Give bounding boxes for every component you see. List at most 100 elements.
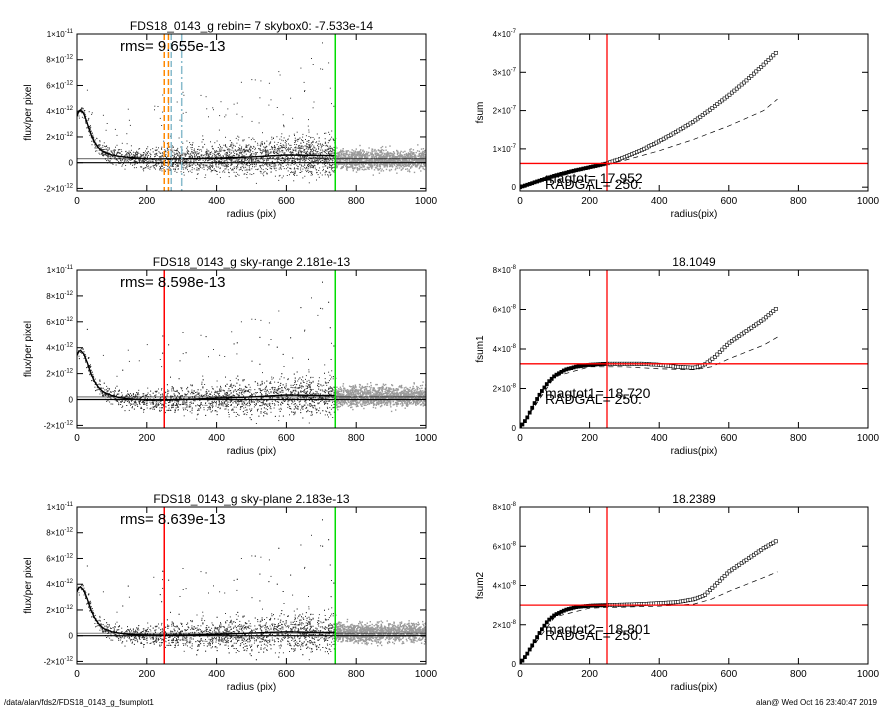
scatter-point-outer — [407, 153, 410, 155]
scatter-point-outer — [401, 160, 404, 162]
scatter-point-outer — [387, 151, 389, 153]
scatter-point — [183, 94, 185, 96]
scatter-point — [235, 161, 237, 163]
scatter-point — [297, 158, 299, 160]
scatter-point-outer — [402, 158, 404, 161]
scatter-point-outer — [385, 153, 388, 155]
scatter-point-outer — [339, 162, 341, 165]
scatter-point — [268, 152, 270, 154]
scatter-point — [196, 178, 198, 180]
scatter-point-outer — [414, 164, 417, 167]
scatter-point — [246, 164, 248, 166]
scatter-point — [235, 160, 237, 162]
scatter-point — [329, 145, 331, 147]
scatter-point — [246, 163, 247, 165]
scatter-point — [273, 147, 275, 149]
rms-annotation: rms= 9.655e-13 — [120, 38, 225, 55]
y-tick-mantissa: -2×10 — [44, 184, 65, 193]
scatter-point-outer — [352, 152, 355, 154]
scatter-point-outer — [340, 152, 343, 154]
x-tick-label: 1000 — [415, 196, 438, 207]
scatter-point — [240, 163, 242, 165]
scatter-point — [243, 167, 245, 169]
scatter-point-outer — [408, 165, 410, 167]
scatter-point — [265, 148, 266, 150]
scatter-point — [277, 157, 279, 159]
scatter-point — [283, 153, 285, 155]
scatter-point — [198, 146, 200, 147]
scatter-point — [300, 151, 302, 153]
scatter-point-outer — [367, 162, 369, 164]
scatter-point — [181, 160, 183, 162]
scatter-point — [210, 141, 211, 143]
scatter-point — [326, 171, 328, 173]
scatter-point — [211, 166, 213, 167]
scatter-point — [206, 154, 208, 156]
scatter-point — [208, 155, 210, 157]
scatter-point — [264, 143, 266, 145]
scatter-point — [247, 165, 249, 167]
scatter-point — [164, 155, 166, 157]
scatter-point — [291, 160, 293, 162]
scatter-point — [294, 158, 296, 160]
scatter-point — [290, 152, 292, 154]
curve-marker — [759, 65, 764, 69]
scatter-point-outer — [347, 154, 350, 156]
scatter-point — [130, 157, 132, 159]
scatter-point — [125, 158, 127, 160]
scatter-point-outer — [395, 158, 397, 160]
scatter-point — [150, 149, 152, 151]
scatter-point — [294, 144, 296, 145]
scatter-point — [145, 153, 147, 155]
scatter-point-outer — [337, 163, 340, 166]
scatter-point-outer — [377, 168, 379, 170]
scatter-point — [296, 131, 298, 133]
scatter-point-outer — [420, 159, 422, 161]
scatter-point — [265, 147, 267, 149]
scatter-point — [154, 156, 155, 158]
scatter-point — [174, 160, 176, 162]
scatter-point — [243, 155, 245, 157]
scatter-point — [104, 146, 106, 148]
scatter-point — [215, 154, 217, 156]
scatter-point — [221, 147, 223, 149]
scatter-point-outer — [335, 152, 337, 154]
scatter-point — [328, 174, 330, 176]
scatter-point — [129, 159, 131, 161]
scatter-point-outer — [352, 168, 355, 170]
scatter-point-outer — [408, 169, 410, 171]
scatter-point — [320, 68, 322, 70]
scatter-point — [233, 160, 235, 162]
scatter-point — [255, 165, 257, 167]
scatter-point-outer — [422, 160, 424, 163]
scatter-point-outer — [340, 157, 342, 159]
scatter-point — [227, 155, 228, 157]
scatter-point — [131, 153, 133, 155]
scatter-point — [239, 153, 241, 155]
scatter-point — [303, 142, 305, 143]
scatter-point — [302, 140, 303, 141]
scatter-point-outer — [370, 164, 372, 167]
scatter-point — [247, 145, 249, 147]
scatter-point — [294, 156, 295, 158]
scatter-point — [309, 152, 311, 154]
scatter-point — [196, 156, 198, 158]
scatter-point-outer — [337, 151, 339, 154]
scatter-point — [262, 149, 264, 151]
scatter-point — [262, 156, 264, 158]
scatter-point — [190, 165, 192, 167]
scatter-point — [178, 155, 180, 157]
scatter-point-outer — [367, 166, 369, 169]
scatter-point — [264, 164, 266, 166]
scatter-point — [166, 147, 168, 149]
scatter-point — [132, 151, 134, 153]
scatter-point-outer — [409, 162, 412, 165]
scatter-point-outer — [369, 154, 371, 157]
scatter-point — [266, 163, 268, 165]
scatter-point-outer — [399, 167, 401, 169]
scatter-point-outer — [396, 159, 398, 161]
scatter-point — [298, 147, 300, 149]
scatter-point — [113, 156, 115, 158]
scatter-point-outer — [348, 163, 351, 165]
scatter-point — [118, 157, 120, 159]
